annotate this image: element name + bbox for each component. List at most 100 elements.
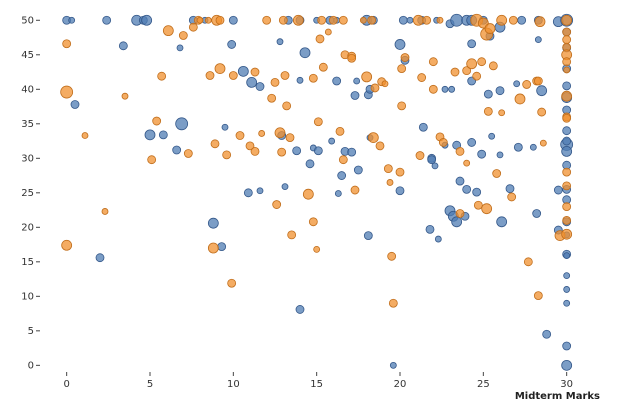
y-tick-label: 45 xyxy=(21,50,34,61)
y-tick-label: 10 xyxy=(21,291,34,302)
point xyxy=(398,15,408,25)
point xyxy=(483,89,493,99)
point xyxy=(228,71,238,80)
point xyxy=(60,85,74,99)
point xyxy=(313,117,323,127)
point xyxy=(235,131,245,140)
point xyxy=(492,169,502,178)
series xyxy=(60,13,573,308)
point xyxy=(367,132,379,144)
y-tick-label: 0 xyxy=(28,360,34,371)
point xyxy=(562,216,572,225)
point xyxy=(228,15,238,25)
point xyxy=(522,80,532,89)
point xyxy=(562,202,572,212)
point xyxy=(383,164,393,174)
point xyxy=(292,14,304,26)
point xyxy=(215,15,225,25)
point xyxy=(562,126,572,136)
point xyxy=(562,81,572,91)
point xyxy=(534,16,546,28)
point xyxy=(472,187,482,197)
point xyxy=(95,253,105,263)
point xyxy=(488,61,498,71)
point xyxy=(324,28,332,36)
point xyxy=(317,15,327,25)
point xyxy=(255,82,265,91)
point xyxy=(477,57,487,67)
point xyxy=(428,57,438,67)
y-tick-label: 15 xyxy=(21,257,34,268)
point xyxy=(462,184,472,194)
point xyxy=(221,123,229,131)
point xyxy=(563,286,571,293)
y-tick-label: 40 xyxy=(21,84,34,95)
point xyxy=(422,15,432,25)
point xyxy=(562,167,572,177)
x-tick-label: 30 xyxy=(560,379,573,390)
point xyxy=(68,16,76,24)
point xyxy=(542,329,552,339)
point xyxy=(397,101,407,111)
point xyxy=(280,71,290,80)
point xyxy=(258,130,266,137)
point xyxy=(462,66,472,76)
point xyxy=(278,15,288,25)
point xyxy=(533,291,543,301)
point xyxy=(282,101,292,111)
point xyxy=(563,66,571,74)
point xyxy=(431,162,439,170)
point xyxy=(363,231,373,240)
point xyxy=(523,257,533,267)
point xyxy=(561,228,573,240)
point xyxy=(425,224,435,234)
point xyxy=(335,126,345,136)
point xyxy=(353,165,363,175)
point xyxy=(299,47,311,59)
point xyxy=(507,192,517,202)
point xyxy=(332,76,342,86)
point xyxy=(188,22,198,32)
point xyxy=(415,151,425,160)
point xyxy=(553,185,563,195)
point xyxy=(243,188,253,198)
x-tick-label: 10 xyxy=(227,379,240,390)
point xyxy=(472,71,482,81)
point xyxy=(328,137,336,145)
point xyxy=(427,155,437,165)
point xyxy=(397,64,407,73)
point xyxy=(563,299,571,307)
point xyxy=(277,147,287,157)
point xyxy=(436,16,444,24)
point xyxy=(328,15,338,25)
point xyxy=(563,272,571,280)
point xyxy=(308,217,318,227)
x-tick-label: 25 xyxy=(477,379,490,390)
point xyxy=(276,38,284,46)
point xyxy=(337,171,347,180)
point xyxy=(533,76,543,86)
point xyxy=(536,85,548,97)
point xyxy=(412,14,424,26)
point xyxy=(183,149,193,158)
point xyxy=(496,216,508,228)
point xyxy=(158,130,168,140)
point xyxy=(196,16,204,24)
point xyxy=(295,305,305,314)
point xyxy=(513,142,523,152)
point xyxy=(210,139,220,149)
point xyxy=(313,245,321,253)
point xyxy=(381,80,389,88)
point xyxy=(455,147,465,156)
x-tick-label: 0 xyxy=(63,379,69,390)
point xyxy=(61,239,73,251)
point xyxy=(367,15,377,25)
point xyxy=(207,242,219,254)
y-tick-label: 20 xyxy=(21,222,34,233)
point xyxy=(178,31,188,40)
point xyxy=(347,53,357,63)
point xyxy=(562,341,572,351)
point xyxy=(205,71,215,80)
point xyxy=(287,230,297,240)
point xyxy=(81,132,89,139)
